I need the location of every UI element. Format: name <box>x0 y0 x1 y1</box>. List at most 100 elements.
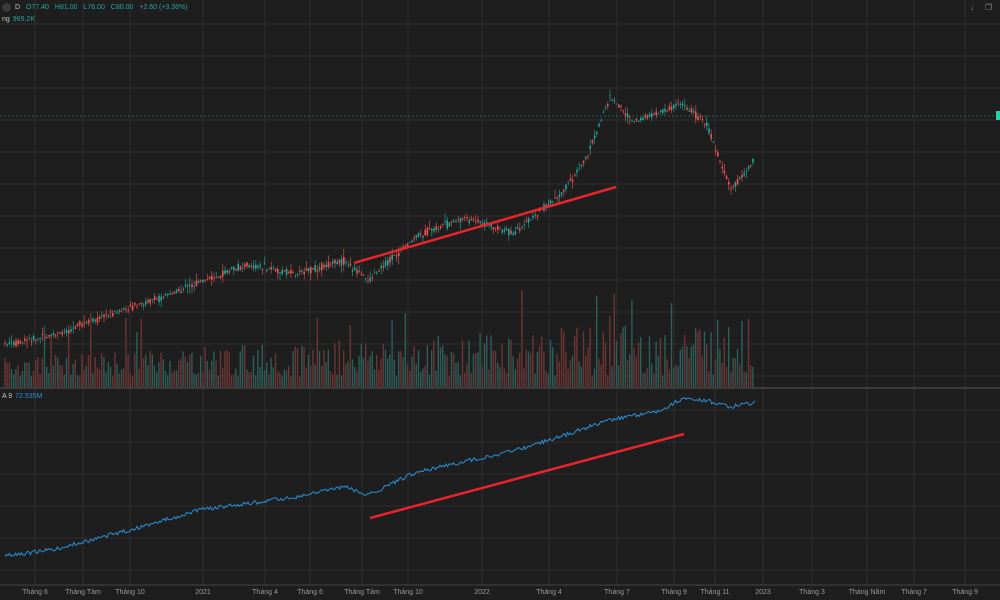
volume-bar <box>574 335 576 387</box>
candle-body <box>633 121 635 122</box>
volume-bar <box>417 350 420 387</box>
candle-body <box>283 270 286 272</box>
candle-body <box>303 271 305 274</box>
candle-body <box>19 341 22 344</box>
candle-body <box>204 279 206 281</box>
volume-bar <box>136 332 138 387</box>
candle-body <box>292 272 294 273</box>
arrow-down-icon[interactable]: ↓ <box>970 3 974 12</box>
candle-body <box>349 263 352 266</box>
volume-bar <box>428 374 431 387</box>
menu-circle-icon[interactable] <box>2 3 11 12</box>
candle-body <box>435 226 437 230</box>
volume-bar <box>17 365 19 387</box>
candle-body <box>74 327 77 329</box>
candle-body <box>596 132 598 134</box>
volume-bar <box>514 369 516 387</box>
volume-bar <box>547 373 549 387</box>
candle-body <box>576 169 578 173</box>
candle-body <box>439 226 442 229</box>
x-tick-label: Tháng 7 <box>604 589 630 596</box>
candle-body <box>646 115 649 119</box>
volume-bar <box>448 375 450 387</box>
volume-bar <box>745 372 747 387</box>
candle-body <box>398 252 400 256</box>
volume-bar <box>266 362 268 387</box>
volume-bar <box>622 327 624 387</box>
volume-bar <box>444 354 446 387</box>
volume-bar <box>543 351 545 387</box>
volume-bar <box>228 351 230 387</box>
candle-body <box>246 262 248 267</box>
candle-body <box>61 332 63 335</box>
volume-bar <box>692 344 695 387</box>
candle-body <box>703 124 706 125</box>
candle-body <box>470 218 473 221</box>
volume-bar <box>666 359 668 387</box>
candle-body <box>477 219 479 222</box>
volume-bar <box>664 335 666 387</box>
candle-body <box>305 268 308 271</box>
volume-bar <box>30 375 32 387</box>
volume-bar <box>365 343 367 387</box>
candle-body <box>602 111 605 113</box>
volume-bar <box>270 357 272 387</box>
symbol-label: D <box>14 4 21 12</box>
volume-bar <box>222 367 224 387</box>
volume-bar <box>655 341 657 387</box>
volume-bar <box>472 353 475 387</box>
candle-body <box>655 111 657 116</box>
candle-body <box>675 104 677 106</box>
volume-bar <box>642 372 644 387</box>
restore-window-icon[interactable]: ❐ <box>985 3 993 12</box>
open-value: O77.40 <box>25 4 49 12</box>
candle-body <box>578 169 580 171</box>
volume-bar <box>371 351 373 387</box>
volume-bar <box>8 362 10 387</box>
candle-body <box>723 170 726 173</box>
volume-bar <box>393 359 395 387</box>
volume-bar <box>48 373 50 387</box>
candle-body <box>501 230 503 233</box>
candle-body <box>338 260 341 264</box>
candle-body <box>279 272 281 274</box>
volume-bar <box>657 355 659 387</box>
volume-bar <box>721 362 723 387</box>
volume-bar <box>41 358 43 387</box>
candle-body <box>92 318 94 322</box>
candle-body <box>659 110 662 112</box>
volume-bar <box>389 354 391 387</box>
candle-body <box>442 224 444 226</box>
volume-bar <box>204 347 206 387</box>
volume-bar <box>646 367 648 387</box>
x-tick-label: Tháng 4 <box>252 589 278 596</box>
volume-bar <box>171 372 173 387</box>
candle-body <box>732 186 734 188</box>
candle-body <box>653 113 655 115</box>
volume-bar <box>604 342 607 387</box>
volume-bar <box>512 356 514 387</box>
candle-body <box>574 174 576 176</box>
candle-body <box>158 295 160 303</box>
candle-body <box>426 227 429 236</box>
volume-bar <box>670 303 673 387</box>
volume-bar <box>545 370 547 387</box>
candle-body <box>215 277 217 279</box>
candle-body <box>288 272 290 274</box>
volume-bar <box>26 362 28 387</box>
candle-body <box>120 311 123 313</box>
candle-body <box>318 267 321 270</box>
volume-bar <box>644 372 646 387</box>
candle-body <box>701 119 704 120</box>
candle-body <box>453 220 455 222</box>
volume-bar <box>325 362 327 387</box>
x-tick-label: Tháng 9 <box>661 589 687 596</box>
candle-body <box>525 220 528 222</box>
volume-bar <box>98 369 101 387</box>
volume-bar <box>37 357 39 387</box>
volume-bar <box>272 367 274 387</box>
volume-bar <box>263 370 266 387</box>
indicator-value: 72.535M <box>15 393 43 400</box>
volume-bar <box>360 344 362 387</box>
candle-body <box>37 338 39 340</box>
